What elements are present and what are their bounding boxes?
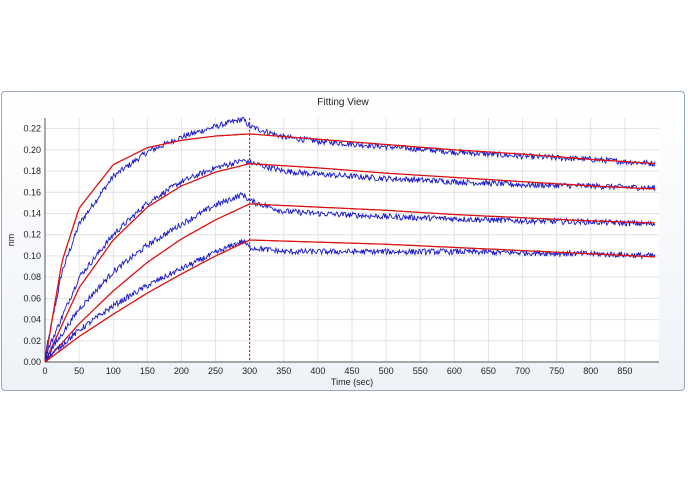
x-tick-label: 400 bbox=[310, 366, 325, 376]
y-tick-label: 0.08 bbox=[23, 272, 41, 282]
raw-trace bbox=[44, 191, 656, 360]
fit-curve bbox=[44, 239, 655, 363]
x-axis-label: Time (sec) bbox=[331, 377, 373, 387]
x-tick-label: 700 bbox=[515, 366, 530, 376]
x-tick-label: 50 bbox=[74, 366, 84, 376]
raw-trace bbox=[44, 238, 656, 363]
fit-curve bbox=[44, 203, 655, 363]
y-tick-label: 0.06 bbox=[23, 293, 41, 303]
x-tick-label: 0 bbox=[42, 366, 47, 376]
y-tick-label: 0.02 bbox=[23, 336, 41, 346]
fit-curve bbox=[44, 162, 655, 363]
x-tick-label: 650 bbox=[481, 366, 496, 376]
x-tick-label: 750 bbox=[549, 366, 564, 376]
x-tick-label: 300 bbox=[242, 366, 257, 376]
y-tick-label: 0.00 bbox=[23, 357, 41, 367]
x-tick-label: 100 bbox=[106, 366, 121, 376]
y-axis-label: nm bbox=[6, 234, 16, 247]
axes bbox=[44, 118, 659, 363]
grid-lines bbox=[44, 118, 659, 363]
y-tick-label: 0.20 bbox=[23, 145, 41, 155]
x-tick-label: 150 bbox=[140, 366, 155, 376]
x-tick-label: 250 bbox=[208, 366, 223, 376]
x-tick-label: 200 bbox=[174, 366, 189, 376]
y-tick-label: 0.10 bbox=[23, 251, 41, 261]
x-tick-label: 500 bbox=[379, 366, 394, 376]
fit-curve bbox=[44, 133, 655, 363]
x-tick-label: 850 bbox=[617, 366, 632, 376]
x-tick-label: 550 bbox=[413, 366, 428, 376]
x-tick-label: 350 bbox=[276, 366, 291, 376]
tick-labels: 0 50 100 150 200 250 300 350 400 450 500 550 600 650 7… bbox=[23, 124, 632, 376]
y-tick-label: 0.22 bbox=[23, 124, 41, 134]
x-tick-label: 600 bbox=[447, 366, 462, 376]
x-tick-label: 800 bbox=[583, 366, 598, 376]
raw-trace bbox=[44, 158, 656, 360]
y-tick-label: 0.18 bbox=[23, 166, 41, 176]
x-tick-label: 450 bbox=[344, 366, 359, 376]
y-tick-label: 0.12 bbox=[23, 230, 41, 240]
y-tick-label: 0.16 bbox=[23, 187, 41, 197]
panel-title: Fitting View bbox=[317, 97, 369, 108]
y-tick-label: 0.04 bbox=[23, 315, 41, 325]
series-group bbox=[44, 116, 656, 363]
y-tick-label: 0.14 bbox=[23, 208, 41, 218]
